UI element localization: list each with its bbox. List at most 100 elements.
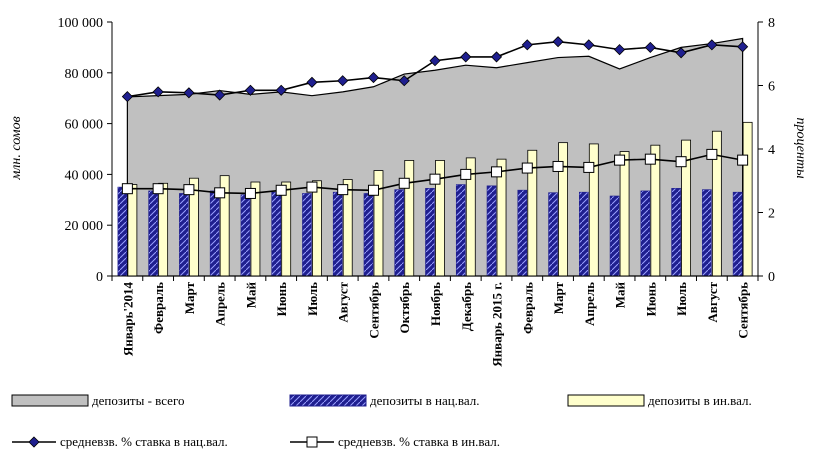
bar-deposits-national [302, 193, 312, 277]
bar-deposits-national [148, 190, 158, 277]
bar-deposits-national [363, 193, 374, 277]
y-tick-label: 60 000 [65, 118, 104, 133]
point-rate-national [398, 75, 410, 87]
legend-marker-rate-national [28, 436, 40, 448]
point-rate-foreign [398, 177, 410, 189]
bar-deposits-national [640, 190, 651, 277]
point-rate-national [152, 86, 164, 98]
legend-label: депозиты в ин.вал. [648, 393, 752, 408]
legend-label: средневзв. % ставка в нац.вал. [60, 434, 228, 449]
y2-tick-label: 8 [768, 16, 775, 31]
point-rate-national [429, 55, 441, 67]
point-rate-national [737, 41, 749, 53]
bar-deposits-national [732, 191, 743, 277]
legend-label: депозиты в нац.вал. [370, 393, 480, 408]
bar-deposits-national [579, 191, 589, 277]
point-rate-national [183, 87, 195, 99]
legend-swatch-national [289, 394, 367, 407]
legend-label: депозиты - всего [92, 393, 184, 408]
point-rate-national [521, 39, 533, 51]
point-rate-national [583, 39, 595, 51]
y2-axis-label: проценты [793, 117, 808, 178]
bar-deposits-national [486, 185, 497, 277]
legend-label: средневзв. % ставка в ин.вал. [338, 434, 500, 449]
point-rate-foreign [214, 187, 226, 199]
x-tick-label: Август [336, 281, 351, 322]
point-rate-national [275, 84, 287, 96]
bar-deposits-foreign [158, 182, 169, 277]
point-rate-national [644, 41, 656, 53]
legend-swatch-foreign [567, 394, 645, 407]
y-tick-label: 100 000 [58, 16, 104, 31]
point-rate-foreign [460, 168, 472, 180]
bar-deposits-national [209, 190, 220, 277]
point-rate-foreign [552, 160, 564, 172]
point-rate-foreign [675, 156, 687, 168]
x-tick-label: Июнь [274, 282, 289, 317]
x-tick-label: Апрель [213, 282, 228, 326]
bar-deposits-national [702, 189, 712, 277]
y2-tick-label: 4 [768, 143, 775, 158]
x-tick-label: Сентябрь [366, 282, 381, 339]
point-rate-national [706, 39, 718, 51]
x-tick-label: Март [182, 281, 197, 314]
bar-deposits-national [517, 189, 528, 277]
x-tick-label: Июль [305, 282, 320, 316]
total-deposits-area [126, 37, 744, 277]
point-rate-foreign [706, 148, 718, 160]
y-tick-label: 80 000 [65, 67, 104, 82]
x-tick-label: Май [613, 281, 628, 308]
y-tick-label: 0 [96, 270, 103, 285]
point-rate-foreign [306, 181, 318, 193]
y2-tick-label: 6 [768, 80, 775, 95]
legend: депозиты - всего депозиты в нац.вал. депоз… [11, 393, 752, 449]
point-rate-foreign [152, 183, 164, 195]
bar-deposits-foreign [404, 160, 415, 277]
bar-deposits-national [179, 193, 189, 277]
y-tick-label: 40 000 [65, 168, 104, 183]
point-rate-foreign [121, 183, 133, 195]
point-rate-national [552, 36, 564, 48]
bar-deposits-foreign [127, 184, 138, 277]
point-rate-national [244, 84, 256, 96]
point-rate-national [614, 44, 626, 56]
point-rate-national [121, 91, 133, 103]
point-rate-national [214, 89, 226, 101]
bar-deposits-national [455, 184, 466, 277]
point-rate-foreign [737, 154, 749, 166]
bar-deposits-foreign [619, 151, 630, 277]
bar-deposits-foreign [281, 181, 292, 277]
point-rate-national [337, 75, 349, 87]
point-rate-national [490, 51, 503, 63]
x-tick-label: Декабрь [459, 282, 474, 331]
x-tick-label: Январь'2014 [120, 282, 135, 357]
x-tick-label: Февраль [151, 282, 166, 334]
bar-deposits-foreign [650, 144, 661, 277]
x-tick-label: Апрель [582, 282, 597, 326]
point-rate-foreign [614, 154, 626, 166]
point-rate-foreign [337, 184, 349, 196]
point-rate-foreign [183, 184, 195, 196]
point-rate-foreign [275, 184, 287, 196]
point-rate-foreign [521, 162, 533, 174]
point-rate-foreign [491, 166, 503, 178]
bar-deposits-national [240, 194, 251, 277]
bar-deposits-national [271, 191, 281, 277]
plot-area: 0 20 000 40 000 60 000 80 000 100 000 0 2 4 6 8 Янв… [58, 16, 776, 367]
bar-deposits-national [425, 188, 435, 277]
point-rate-foreign [644, 153, 656, 165]
point-rate-national [367, 71, 380, 84]
point-rate-foreign [244, 187, 256, 199]
y-tick-label: 20 000 [65, 219, 104, 234]
point-rate-national [306, 76, 318, 88]
point-rate-national [675, 47, 687, 59]
x-tick-label: Июнь [643, 282, 658, 317]
y2-tick-label: 0 [768, 270, 775, 285]
bar-deposits-national [671, 188, 681, 277]
bar-deposits-national [117, 186, 128, 277]
legend-marker-rate-foreign [306, 436, 318, 448]
bar-deposits-foreign [312, 180, 322, 277]
point-rate-foreign [429, 173, 441, 185]
legend-swatch-total [11, 394, 89, 407]
